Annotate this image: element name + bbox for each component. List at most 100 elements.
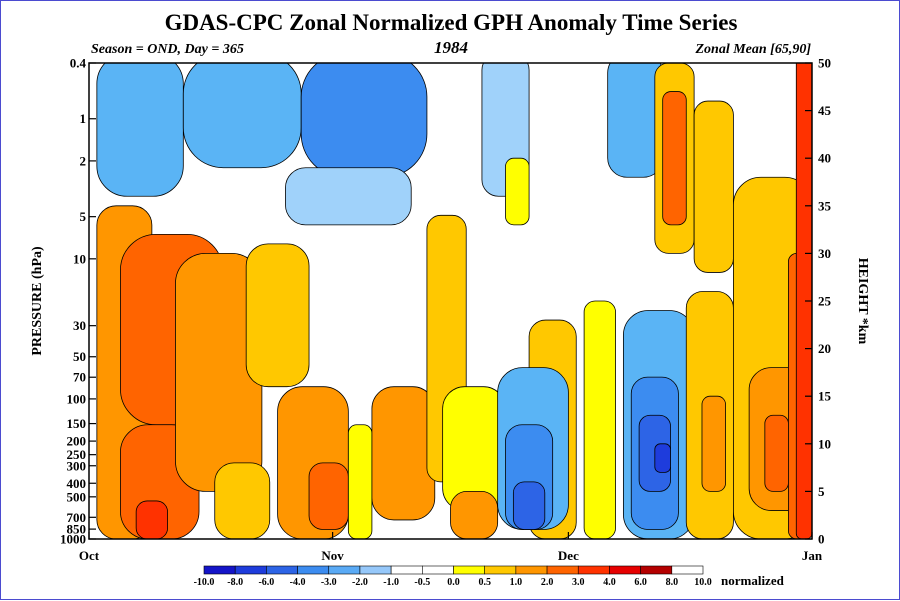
anomaly-region	[96, 63, 184, 197]
colorbar-swatch	[390, 565, 423, 575]
pressure-tick-label: 2	[80, 153, 87, 168]
pressure-tick-label: 150	[67, 416, 87, 431]
pressure-tick-label: 400	[67, 476, 87, 491]
anomaly-region	[300, 63, 428, 178]
colorbar-unit: normalized	[721, 573, 785, 588]
time-tick-label: Nov	[321, 548, 344, 563]
height-tick-label: 30	[818, 246, 831, 261]
colorbar-swatch	[640, 565, 673, 575]
anomaly-region	[764, 414, 789, 492]
pressure-tick-label: 1	[80, 111, 87, 126]
pressure-tick-label: 70	[73, 370, 86, 385]
time-axis: Oct Nov Dec Jan	[79, 532, 823, 563]
pressure-tick-label: 300	[67, 458, 87, 473]
colorbar-swatch	[546, 565, 579, 575]
colorbar-label: 3.0	[572, 577, 585, 588]
time-tick-label: Jan	[802, 548, 823, 563]
colorbar-swatch	[266, 565, 298, 575]
anomaly-region	[505, 157, 530, 226]
colorbar-swatch	[671, 565, 704, 575]
height-tick-label: 10	[818, 436, 831, 451]
colorbar-label: 0.5	[478, 577, 491, 588]
anomaly-region	[371, 386, 436, 521]
colorbar-swatch	[328, 565, 361, 575]
subtitle-season: Season = OND, Day = 365	[91, 42, 244, 57]
colorbar-label: -6.0	[258, 577, 274, 588]
colorbar: -10.0 -8.0 -6.0 -4.0 -3.0 -2.0 -1.0 -0.5 0.0 0.5 1…	[194, 565, 712, 588]
pressure-tick-label: 700	[67, 510, 87, 525]
anomaly-region	[654, 443, 671, 473]
plot-area	[89, 63, 812, 539]
anomaly-region	[347, 424, 373, 539]
anomaly-region	[701, 395, 726, 492]
anomaly-region	[512, 481, 546, 530]
colorbar-label: -8.0	[227, 577, 243, 588]
height-tick-label: 45	[818, 103, 832, 118]
anomaly-region	[285, 167, 412, 226]
pressure-tick-label: 5	[80, 209, 87, 224]
colorbar-swatch	[422, 565, 454, 575]
anomaly-region	[583, 300, 616, 539]
height-tick-label: 5	[818, 484, 825, 499]
colorbar-label: -0.5	[414, 577, 430, 588]
anomaly-region	[245, 243, 310, 388]
colorbar-label: 8.0	[666, 577, 679, 588]
height-axis-label: HEIGHT *km	[855, 258, 870, 345]
height-tick-label: 0	[818, 532, 825, 547]
colorbar-swatch	[515, 565, 548, 575]
colorbar-swatch	[577, 565, 610, 575]
chart-title: GDAS-CPC Zonal Normalized GPH Anomaly Ti…	[165, 10, 738, 35]
pressure-tick-label: 500	[67, 489, 87, 504]
colorbar-label: -2.0	[352, 577, 368, 588]
height-axis: 0 5 10 15 20 25 30 35 40 45 50	[805, 56, 832, 547]
colorbar-label: 2.0	[541, 577, 554, 588]
colorbar-label: 1.0	[510, 577, 523, 588]
colorbar-label: -1.0	[383, 577, 399, 588]
pressure-tick-label: 30	[73, 318, 86, 333]
anomaly-region	[182, 63, 302, 169]
colorbar-label: 10.0	[694, 577, 712, 588]
colorbar-swatch	[203, 565, 236, 575]
height-tick-label: 35	[818, 198, 832, 213]
colorbar-label: -10.0	[194, 577, 215, 588]
colorbar-label: 4.0	[603, 577, 616, 588]
colorbar-swatch	[359, 565, 392, 575]
pressure-tick-label: 1000	[60, 532, 86, 547]
colorbar-swatch	[297, 565, 330, 575]
time-tick-label: Oct	[79, 548, 100, 563]
pressure-axis-label: PRESSURE (hPa)	[30, 246, 45, 356]
pressure-tick-label: 200	[67, 434, 87, 449]
pressure-tick-label: 100	[67, 391, 87, 406]
pressure-tick-label: 50	[73, 349, 86, 364]
pressure-tick-label: 0.4	[70, 56, 87, 71]
height-tick-label: 15	[818, 389, 832, 404]
anomaly-field-layer	[96, 63, 812, 539]
subtitle-year: 1984	[434, 38, 468, 57]
height-tick-label: 50	[818, 56, 831, 71]
colorbar-label: 0.0	[447, 577, 460, 588]
anomaly-region	[662, 91, 687, 226]
colorbar-swatch	[609, 565, 641, 575]
time-tick-label: Dec	[558, 548, 579, 563]
colorbar-label: 6.0	[634, 577, 647, 588]
anomaly-region	[693, 100, 734, 273]
height-tick-label: 20	[818, 341, 831, 356]
subtitle-region: Zonal Mean [65,90]	[695, 42, 812, 57]
colorbar-label: -4.0	[290, 577, 306, 588]
anomaly-region	[214, 462, 271, 539]
pressure-tick-label: 10	[73, 251, 86, 266]
colorbar-label: -3.0	[321, 577, 337, 588]
height-tick-label: 40	[818, 151, 831, 166]
colorbar-swatch	[484, 565, 517, 575]
colorbar-swatch	[234, 565, 267, 575]
colorbar-swatch	[453, 565, 485, 575]
height-tick-label: 25	[818, 294, 832, 309]
anomaly-region	[308, 462, 349, 530]
anomaly-region	[135, 500, 168, 539]
pressure-tick-label: 850	[67, 522, 87, 537]
anomaly-region	[795, 63, 812, 539]
anomaly-region	[450, 491, 499, 539]
